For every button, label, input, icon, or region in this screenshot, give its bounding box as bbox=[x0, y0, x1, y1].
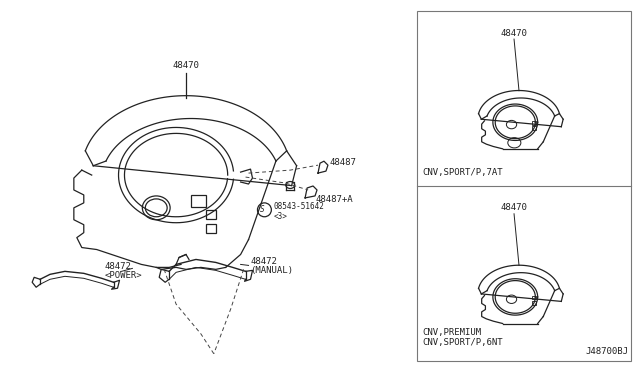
Text: CNV,PREMIUM: CNV,PREMIUM bbox=[422, 328, 481, 337]
Bar bbox=[417, 11, 630, 361]
Text: 48470: 48470 bbox=[500, 29, 527, 38]
Text: <3>: <3> bbox=[273, 212, 287, 221]
Text: 48472: 48472 bbox=[250, 257, 277, 266]
Text: 48470: 48470 bbox=[500, 203, 527, 212]
Text: (MANUAL): (MANUAL) bbox=[250, 266, 294, 275]
Text: CNV,SPORT/P,6NT: CNV,SPORT/P,6NT bbox=[422, 338, 503, 347]
Text: 48470: 48470 bbox=[173, 61, 200, 70]
Text: 48472: 48472 bbox=[104, 262, 131, 271]
Text: S: S bbox=[260, 205, 265, 214]
Text: 48487: 48487 bbox=[330, 158, 357, 167]
Text: <POWER>: <POWER> bbox=[104, 271, 142, 280]
Text: 08543-51642: 08543-51642 bbox=[273, 202, 324, 211]
Text: 48487+A: 48487+A bbox=[315, 195, 353, 204]
Text: CNV,SPORT/P,7AT: CNV,SPORT/P,7AT bbox=[422, 168, 503, 177]
Text: J48700BJ: J48700BJ bbox=[586, 347, 628, 356]
